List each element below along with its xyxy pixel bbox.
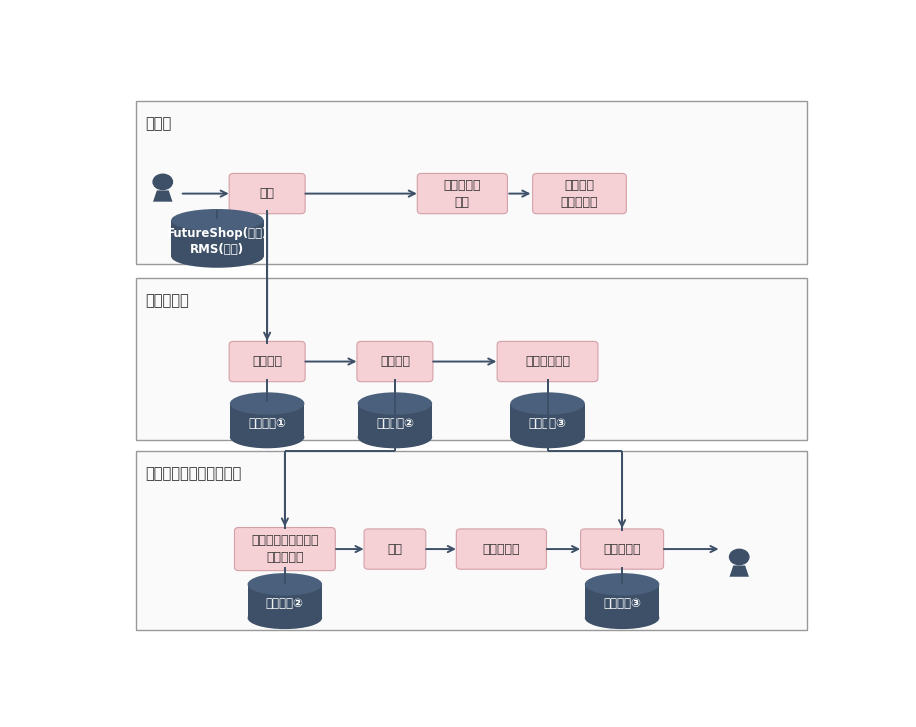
Text: システム③: システム③ (529, 417, 566, 430)
FancyBboxPatch shape (497, 342, 598, 382)
Polygon shape (247, 585, 322, 618)
Ellipse shape (584, 573, 660, 595)
Circle shape (153, 174, 172, 190)
Ellipse shape (357, 426, 432, 449)
Text: ヤッホーブルーイング様: ヤッホーブルーイング様 (145, 466, 241, 481)
Text: ビーウィズ: ビーウィズ (145, 293, 189, 308)
FancyBboxPatch shape (581, 529, 663, 569)
Polygon shape (171, 220, 264, 257)
FancyBboxPatch shape (364, 529, 426, 569)
Text: 出荷: 出荷 (387, 542, 402, 555)
Ellipse shape (247, 607, 322, 629)
Text: 受注メール
受信: 受注メール 受信 (443, 179, 481, 209)
Circle shape (729, 550, 749, 565)
Ellipse shape (171, 209, 264, 231)
FancyBboxPatch shape (136, 451, 807, 630)
Text: お客様: お客様 (145, 116, 171, 132)
Ellipse shape (510, 426, 584, 449)
Text: 注文処理: 注文処理 (252, 355, 282, 368)
Polygon shape (357, 403, 432, 437)
FancyBboxPatch shape (229, 342, 305, 382)
Text: 実在庫確認: 実在庫確認 (483, 542, 520, 555)
Polygon shape (510, 403, 584, 437)
FancyBboxPatch shape (532, 174, 627, 214)
Text: 出荷依頼: 出荷依頼 (380, 355, 410, 368)
FancyBboxPatch shape (418, 174, 507, 214)
FancyBboxPatch shape (229, 174, 305, 214)
Ellipse shape (171, 246, 264, 268)
FancyBboxPatch shape (456, 529, 547, 569)
FancyBboxPatch shape (234, 528, 335, 571)
Text: 出荷完了
メール受信: 出荷完了 メール受信 (561, 179, 598, 209)
Ellipse shape (510, 393, 584, 414)
Ellipse shape (230, 393, 304, 414)
FancyBboxPatch shape (136, 278, 807, 440)
Polygon shape (153, 190, 172, 201)
Polygon shape (729, 566, 749, 577)
Ellipse shape (247, 573, 322, 595)
Ellipse shape (230, 426, 304, 449)
Text: システム③: システム③ (603, 598, 641, 611)
Text: 出荷情報入力: 出荷情報入力 (525, 355, 570, 368)
FancyBboxPatch shape (357, 342, 433, 382)
Polygon shape (230, 403, 304, 437)
FancyBboxPatch shape (136, 101, 807, 264)
Ellipse shape (357, 393, 432, 414)
Text: 注文: 注文 (259, 187, 275, 200)
Ellipse shape (584, 607, 660, 629)
Text: システム②: システム② (266, 598, 304, 611)
Polygon shape (584, 585, 660, 618)
Text: FutureShop(本店)
RMS(楽天): FutureShop(本店) RMS(楽天) (167, 227, 268, 256)
Text: システム①: システム① (248, 417, 286, 430)
Text: ピッキングリスト・
送り状印刷: ピッキングリスト・ 送り状印刷 (251, 534, 319, 564)
Text: 在庫突合せ: 在庫突合せ (604, 542, 641, 555)
Text: システム②: システム② (376, 417, 414, 430)
